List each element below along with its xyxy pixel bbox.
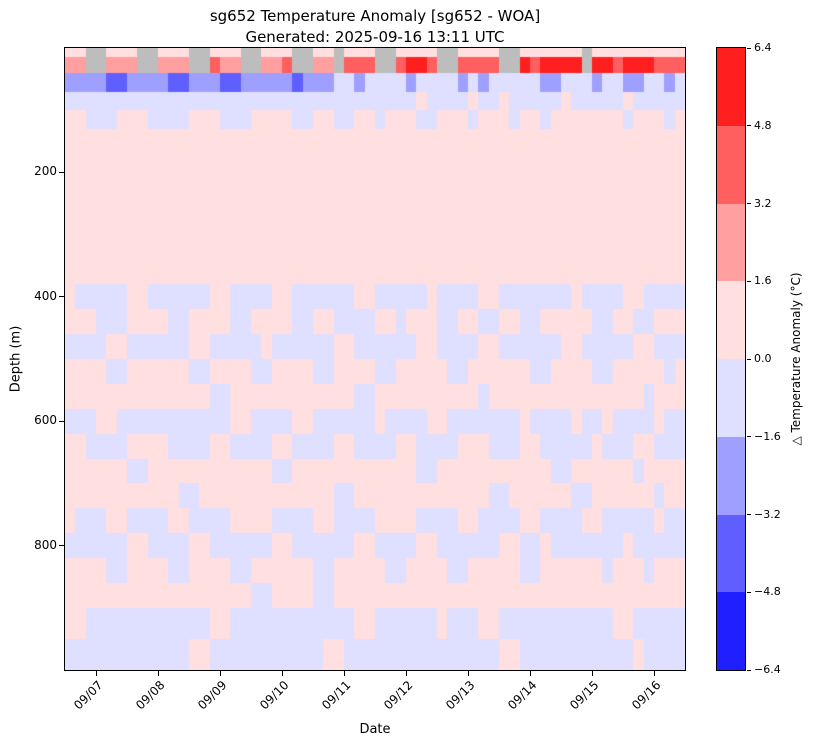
colorbar-tick-mark (747, 47, 751, 49)
y-tick-label: 600 (34, 413, 57, 428)
x-tick-label: 09/11 (319, 678, 354, 713)
x-tick-mark (95, 671, 97, 676)
x-tick-mark (653, 671, 655, 676)
colorbar-tick-label: 6.4 (754, 41, 772, 54)
y-axis-label: Depth (m) (8, 325, 24, 393)
colorbar-tick-mark (747, 280, 751, 282)
chart-title-line1: sg652 Temperature Anomaly [sg652 - WOA] (209, 7, 541, 25)
x-axis-label: Date (359, 722, 391, 737)
colorbar-tick-mark (747, 514, 751, 515)
x-tick-mark (529, 671, 531, 676)
x-tick-mark (281, 671, 283, 676)
y-tick-label: 200 (34, 164, 57, 179)
colorbar-segment (717, 48, 745, 126)
heatmap-canvas (65, 48, 685, 670)
colorbar-tick-mark (747, 203, 751, 204)
colorbar-tick-label: 3.2 (754, 196, 772, 210)
colorbar-tick-label: 0.0 (754, 352, 772, 365)
x-tick-label: 09/16 (629, 678, 664, 713)
colorbar-tick-label: 1.6 (754, 274, 772, 288)
colorbar-segment (717, 514, 745, 593)
x-tick-label: 09/07 (71, 678, 106, 713)
x-tick-label: 09/10 (257, 678, 292, 713)
y-tick-mark (59, 545, 65, 547)
y-tick-label: 800 (34, 537, 57, 552)
x-tick-mark (405, 671, 407, 676)
colorbar-tick-mark (747, 669, 751, 671)
x-tick-mark (591, 671, 593, 676)
x-tick-mark (157, 671, 159, 676)
x-tick-label: 09/09 (195, 678, 230, 713)
colorbar-segment (717, 592, 745, 670)
x-tick-label: 09/12 (381, 678, 416, 713)
chart-title-line2: Generated: 2025-09-16 13:11 UTC (245, 28, 505, 46)
colorbar-tick-mark (747, 591, 751, 593)
colorbar (716, 47, 746, 671)
colorbar-segment (717, 359, 745, 437)
plot-area (64, 47, 686, 671)
y-tick-mark (59, 296, 65, 298)
x-tick-label: 09/15 (567, 678, 602, 713)
colorbar-tick-mark (747, 436, 751, 438)
colorbar-tick-label: 4.8 (754, 118, 772, 132)
colorbar-segment (717, 436, 745, 515)
colorbar-tick-label: −3.2 (754, 507, 781, 521)
y-tick-label: 400 (34, 288, 57, 303)
colorbar-tick-mark (747, 125, 751, 127)
colorbar-segment (717, 203, 745, 282)
colorbar-tick-label: −4.8 (754, 585, 781, 599)
chart-title: sg652 Temperature Anomaly [sg652 - WOA] … (64, 6, 686, 48)
colorbar-label: △ Temperature Anomaly (°C) (789, 272, 803, 446)
x-tick-mark (219, 671, 221, 676)
x-tick-label: 09/08 (133, 678, 168, 713)
colorbar-tick-label: −6.4 (754, 663, 781, 676)
colorbar-segment (717, 125, 745, 204)
y-tick-mark (59, 420, 65, 422)
x-tick-label: 09/14 (505, 678, 540, 713)
x-tick-mark (467, 671, 469, 676)
y-tick-mark (59, 171, 65, 173)
colorbar-tick-label: −1.6 (754, 429, 781, 443)
x-tick-label: 09/13 (443, 678, 478, 713)
x-tick-mark (343, 671, 345, 676)
colorbar-segment (717, 281, 745, 359)
colorbar-tick-mark (747, 358, 751, 360)
